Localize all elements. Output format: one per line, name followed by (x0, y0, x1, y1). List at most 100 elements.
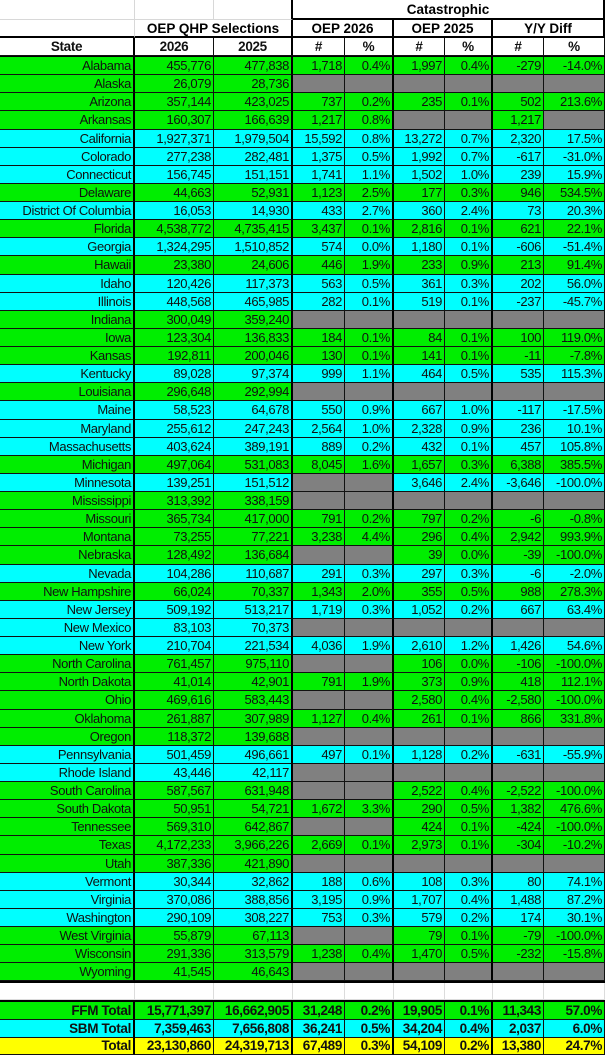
cell-yoy-pct[interactable] (544, 854, 605, 873)
cell-state[interactable]: Connecticut (0, 165, 135, 184)
cell-cat-2026-pct[interactable]: 1.6% (345, 455, 394, 474)
cell-cat-2025-count[interactable] (394, 75, 445, 94)
cell-state[interactable]: Pennsylvania (0, 745, 135, 764)
cell-yoy-pct[interactable]: 115.3% (544, 365, 605, 384)
cell-cat-2025-count[interactable]: 1,502 (394, 165, 445, 184)
cell-qhp-2025[interactable]: 975,110 (214, 655, 293, 674)
cell-qhp-2026[interactable]: 255,612 (135, 419, 214, 438)
cell-cat-2026-count[interactable]: 15,592 (293, 129, 345, 148)
cell-qhp-2025[interactable]: 117,373 (214, 274, 293, 293)
cell-qhp-2025[interactable]: 631,948 (214, 782, 293, 801)
cell-yoy-pct[interactable]: -51.4% (544, 238, 605, 257)
cell-cat-2025-pct[interactable]: 0.3% (445, 872, 493, 891)
cell-cat-2025-pct[interactable] (445, 75, 493, 94)
cell-cat-2026-count[interactable] (293, 927, 345, 946)
cell-cat-2025-pct[interactable]: 0.0% (445, 655, 493, 674)
cell-cat-2026-pct[interactable]: 0.2% (345, 437, 394, 456)
blank-cell[interactable] (135, 983, 214, 1001)
cell-cat-2026-count[interactable]: 67,489 (293, 1037, 345, 1056)
cell-state[interactable]: Missouri (0, 510, 135, 529)
cell-cat-2026-count[interactable]: 1,741 (293, 165, 345, 184)
header-oep-2026[interactable]: OEP 2026 (293, 20, 394, 38)
cell-yoy-count[interactable]: 1,382 (493, 800, 544, 819)
cell-yoy-count[interactable]: 174 (493, 908, 544, 927)
cell-cat-2026-count[interactable]: 1,375 (293, 147, 345, 166)
cell-qhp-2026[interactable]: 403,624 (135, 437, 214, 456)
cell-cat-2026-count[interactable] (293, 763, 345, 782)
header-oep-2025[interactable]: OEP 2025 (394, 20, 493, 38)
cell-yoy-count[interactable]: 80 (493, 872, 544, 891)
cell-cat-2026-count[interactable]: 446 (293, 256, 345, 275)
cell-state[interactable]: Colorado (0, 147, 135, 166)
cell-qhp-2025[interactable]: 136,833 (214, 328, 293, 347)
cell-yoy-pct[interactable]: 476.6% (544, 800, 605, 819)
cell-cat-2026-count[interactable]: 791 (293, 510, 345, 529)
blank-cell[interactable] (293, 983, 345, 1001)
cell-yoy-pct[interactable]: 20.3% (544, 202, 605, 221)
cell-qhp-2025[interactable]: 531,083 (214, 455, 293, 474)
cell-cat-2026-pct[interactable]: 1.9% (345, 637, 394, 656)
cell-yoy-pct[interactable]: 15.9% (544, 165, 605, 184)
blank-cell[interactable] (0, 983, 135, 1001)
cell-yoy-pct[interactable]: 105.8% (544, 437, 605, 456)
cell-cat-2026-count[interactable]: 999 (293, 365, 345, 384)
cell-cat-2026-pct[interactable]: 1.9% (345, 673, 394, 692)
cell-cat-2025-pct[interactable]: 0.5% (445, 945, 493, 964)
cell-yoy-pct[interactable] (544, 383, 605, 402)
cell-yoy-count[interactable]: 502 (493, 93, 544, 112)
cell-cat-2026-pct[interactable] (345, 75, 394, 94)
cell-qhp-2025[interactable]: 307,989 (214, 709, 293, 728)
cell-qhp-2025[interactable]: 139,688 (214, 727, 293, 746)
cell-cat-2025-pct[interactable]: 0.4% (445, 528, 493, 547)
cell-cat-2025-count[interactable]: 54,109 (394, 1037, 445, 1056)
cell-yoy-count[interactable]: 236 (493, 419, 544, 438)
cell-yoy-count[interactable]: -606 (493, 238, 544, 257)
cell-state[interactable]: Texas (0, 836, 135, 855)
cell-cat-2026-pct[interactable]: 1.0% (345, 419, 394, 438)
cell-cat-2025-pct[interactable]: 0.1% (445, 292, 493, 311)
cell-qhp-2026[interactable]: 41,545 (135, 963, 214, 982)
cell-yoy-count[interactable]: 2,037 (493, 1019, 544, 1038)
cell-cat-2026-count[interactable]: 1,123 (293, 183, 345, 202)
cell-cat-2026-pct[interactable]: 0.3% (345, 600, 394, 619)
cell-yoy-pct[interactable]: 57.0% (544, 1002, 605, 1020)
cell-cat-2025-count[interactable]: 667 (394, 401, 445, 420)
cell-qhp-2026[interactable]: 50,951 (135, 800, 214, 819)
cell-yoy-pct[interactable]: 993.9% (544, 528, 605, 547)
cell-cat-2026-count[interactable] (293, 854, 345, 873)
cell-qhp-2026[interactable]: 4,538,772 (135, 220, 214, 239)
cell-state[interactable]: Kansas (0, 347, 135, 366)
cell-cat-2026-pct[interactable]: 0.9% (345, 890, 394, 909)
cell-state[interactable]: Maine (0, 401, 135, 420)
cell-yoy-count[interactable] (493, 383, 544, 402)
cell-yoy-count[interactable] (493, 963, 544, 982)
cell-qhp-2025[interactable]: 64,678 (214, 401, 293, 420)
cell-cat-2026-pct[interactable]: 0.3% (345, 564, 394, 583)
cell-yoy-count[interactable]: 621 (493, 220, 544, 239)
cell-state[interactable]: Arkansas (0, 111, 135, 130)
cell-cat-2025-pct[interactable]: 0.2% (445, 510, 493, 529)
cell-cat-2025-pct[interactable] (445, 618, 493, 637)
cell-yoy-count[interactable]: -2,522 (493, 782, 544, 801)
cell-qhp-2025[interactable]: 151,151 (214, 165, 293, 184)
cell-cat-2026-count[interactable]: 130 (293, 347, 345, 366)
cell-cat-2026-pct[interactable] (345, 854, 394, 873)
cell-cat-2026-count[interactable]: 433 (293, 202, 345, 221)
cell-cat-2025-count[interactable]: 361 (394, 274, 445, 293)
cell-cat-2026-pct[interactable]: 0.9% (345, 401, 394, 420)
cell-yoy-pct[interactable]: 54.6% (544, 637, 605, 656)
cell-cat-2026-pct[interactable]: 2.0% (345, 582, 394, 601)
cell-cat-2026-count[interactable] (293, 546, 345, 565)
cell-cat-2026-count[interactable]: 574 (293, 238, 345, 257)
cell-cat-2025-pct[interactable] (445, 854, 493, 873)
cell-cat-2025-count[interactable]: 1,992 (394, 147, 445, 166)
cell-cat-2026-count[interactable]: 563 (293, 274, 345, 293)
cell-qhp-2026[interactable]: 587,567 (135, 782, 214, 801)
cell-qhp-2026[interactable]: 1,324,295 (135, 238, 214, 257)
header-blank[interactable] (214, 0, 293, 20)
cell-qhp-2026[interactable]: 44,663 (135, 183, 214, 202)
cell-yoy-pct[interactable]: 22.1% (544, 220, 605, 239)
cell-cat-2026-pct[interactable]: 0.1% (345, 292, 394, 311)
cell-yoy-pct[interactable]: -100.0% (544, 546, 605, 565)
cell-cat-2025-pct[interactable] (445, 111, 493, 130)
